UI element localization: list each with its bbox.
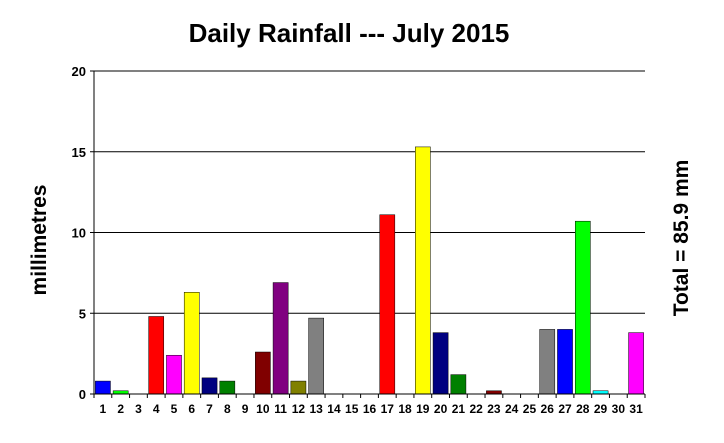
x-tick-label: 9 <box>242 402 249 416</box>
x-tick-label: 23 <box>487 402 501 416</box>
y-tick-label: 15 <box>72 145 86 160</box>
x-tick-label: 8 <box>224 402 231 416</box>
x-tick-label: 19 <box>416 402 430 416</box>
x-tick-label: 5 <box>171 402 178 416</box>
x-tick-label: 3 <box>135 402 142 416</box>
y-tick-label: 10 <box>72 226 86 241</box>
bar-day-12 <box>290 380 307 395</box>
x-tick-label: 29 <box>594 402 608 416</box>
bar-day-5 <box>166 354 182 395</box>
x-tick-label: 6 <box>188 402 195 416</box>
bar-day-31 <box>628 332 644 395</box>
bar-day-26 <box>539 329 556 395</box>
bar-day-8 <box>219 380 236 395</box>
x-tick-label: 21 <box>452 402 466 416</box>
bar-day-1 <box>95 380 111 395</box>
x-tick-label: 30 <box>612 402 626 416</box>
bar-day-13 <box>308 317 324 395</box>
x-tick-label: 11 <box>274 402 287 416</box>
bar-day-20 <box>432 332 449 395</box>
bar-day-10 <box>255 351 271 395</box>
x-tick-label: 20 <box>434 402 448 416</box>
y-tick-label: 0 <box>79 387 86 402</box>
x-tick-label: 2 <box>117 402 124 416</box>
x-tick-label: 25 <box>523 402 537 416</box>
x-tick-label: 27 <box>558 402 572 416</box>
x-tick-label: 10 <box>256 402 270 416</box>
bar-day-21 <box>450 374 467 395</box>
x-tick-label: 4 <box>153 402 160 416</box>
x-tick-label: 16 <box>363 402 377 416</box>
x-tick-label: 31 <box>629 402 643 416</box>
x-tick-label: 24 <box>505 402 519 416</box>
x-tick-label: 17 <box>381 402 395 416</box>
y-tick-label: 5 <box>79 306 86 321</box>
bar-day-6 <box>183 292 200 395</box>
total-annotation: Total = 85.9 mm <box>670 160 693 317</box>
chart-title: Daily Rainfall --- July 2015 <box>189 18 510 48</box>
bar-day-7 <box>201 377 218 395</box>
bar-day-4 <box>148 316 165 395</box>
axes <box>90 70 646 398</box>
y-tick-label: 20 <box>72 64 86 79</box>
x-tick-label: 15 <box>345 402 359 416</box>
x-tick-label: 22 <box>469 402 483 416</box>
x-tick-label: 28 <box>576 402 590 416</box>
x-tick-label: 26 <box>541 402 555 416</box>
bar-day-19 <box>415 146 431 395</box>
x-tick-label: 13 <box>310 402 324 416</box>
x-tick-label: 12 <box>292 402 306 416</box>
gridlines <box>94 70 645 314</box>
x-tick-label: 7 <box>206 402 213 416</box>
x-tick-labels: 1 2 3 4 5 6 7 8 9 10 11 12 13 14 15 16 17 18 19 20 21 22 23 24 2… <box>100 402 644 416</box>
x-tick-label: 1 <box>100 402 107 416</box>
bar-day-28 <box>574 220 591 395</box>
bar-day-17 <box>379 214 396 395</box>
x-tick-label: 18 <box>398 402 412 416</box>
x-tick-label: 14 <box>327 402 341 416</box>
bar-day-11 <box>272 282 289 395</box>
bars <box>95 146 644 395</box>
y-tick-labels: 0 5 10 15 20 <box>72 64 86 402</box>
y-axis-label: millimetres <box>28 185 51 296</box>
bar-day-27 <box>557 329 573 395</box>
